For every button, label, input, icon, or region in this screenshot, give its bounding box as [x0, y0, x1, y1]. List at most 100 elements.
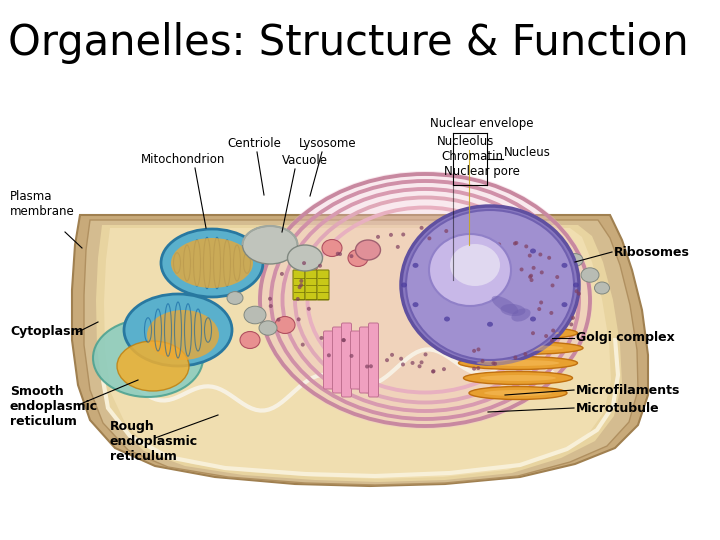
Ellipse shape	[341, 338, 346, 342]
Ellipse shape	[477, 330, 559, 336]
Ellipse shape	[450, 244, 500, 286]
Ellipse shape	[500, 304, 526, 316]
Ellipse shape	[401, 282, 407, 287]
Ellipse shape	[547, 256, 551, 260]
Text: Mitochondrion: Mitochondrion	[141, 153, 225, 166]
Ellipse shape	[524, 245, 528, 248]
Ellipse shape	[514, 241, 518, 245]
Ellipse shape	[399, 357, 403, 361]
Ellipse shape	[307, 307, 311, 311]
Ellipse shape	[390, 353, 394, 357]
Ellipse shape	[396, 245, 400, 249]
Text: Nucleus: Nucleus	[504, 145, 551, 159]
Text: Smooth
endoplasmic
reticulum: Smooth endoplasmic reticulum	[10, 385, 98, 428]
FancyBboxPatch shape	[359, 327, 369, 393]
Ellipse shape	[376, 235, 380, 239]
Ellipse shape	[513, 241, 517, 246]
Ellipse shape	[459, 356, 577, 369]
Ellipse shape	[555, 275, 559, 279]
Ellipse shape	[573, 282, 579, 287]
Ellipse shape	[487, 243, 493, 248]
Ellipse shape	[480, 375, 556, 381]
Ellipse shape	[410, 361, 415, 365]
Ellipse shape	[488, 251, 492, 255]
Ellipse shape	[385, 358, 389, 362]
Ellipse shape	[595, 282, 610, 294]
Ellipse shape	[492, 361, 495, 365]
Ellipse shape	[453, 341, 583, 354]
Ellipse shape	[244, 306, 266, 324]
Ellipse shape	[342, 338, 346, 342]
Text: Ribosomes: Ribosomes	[614, 246, 690, 259]
Ellipse shape	[365, 364, 369, 368]
Ellipse shape	[484, 300, 552, 306]
Ellipse shape	[117, 341, 189, 391]
Ellipse shape	[444, 229, 449, 233]
FancyBboxPatch shape	[305, 270, 317, 300]
Ellipse shape	[147, 310, 219, 360]
Ellipse shape	[537, 307, 541, 311]
Ellipse shape	[327, 353, 331, 357]
Ellipse shape	[540, 271, 544, 274]
Ellipse shape	[296, 297, 300, 301]
Ellipse shape	[530, 248, 536, 253]
FancyBboxPatch shape	[333, 327, 343, 393]
Text: Cytoplasm: Cytoplasm	[10, 326, 84, 339]
Ellipse shape	[299, 283, 303, 287]
Ellipse shape	[477, 347, 480, 352]
Ellipse shape	[349, 354, 354, 358]
Ellipse shape	[356, 240, 380, 260]
Ellipse shape	[124, 294, 232, 366]
Ellipse shape	[530, 316, 536, 321]
Ellipse shape	[258, 171, 593, 429]
Ellipse shape	[549, 311, 554, 315]
Ellipse shape	[539, 253, 542, 256]
Ellipse shape	[444, 248, 450, 253]
Ellipse shape	[570, 322, 573, 326]
Ellipse shape	[567, 254, 583, 266]
Ellipse shape	[322, 240, 342, 256]
Ellipse shape	[469, 387, 567, 400]
Ellipse shape	[428, 237, 431, 240]
Ellipse shape	[476, 366, 480, 370]
Ellipse shape	[243, 226, 297, 264]
Ellipse shape	[544, 334, 548, 338]
Ellipse shape	[420, 226, 423, 230]
Ellipse shape	[571, 316, 575, 320]
Ellipse shape	[429, 234, 511, 306]
Text: Plasma
membrane: Plasma membrane	[10, 190, 75, 218]
Ellipse shape	[458, 246, 462, 250]
Text: Organelles: Structure & Function: Organelles: Structure & Function	[8, 22, 688, 64]
Ellipse shape	[240, 332, 260, 348]
Ellipse shape	[297, 285, 302, 289]
Ellipse shape	[472, 345, 564, 351]
Ellipse shape	[413, 302, 418, 307]
Ellipse shape	[529, 274, 533, 278]
Text: Nuclear pore: Nuclear pore	[444, 165, 520, 178]
Ellipse shape	[418, 364, 422, 368]
Ellipse shape	[275, 316, 295, 334]
Ellipse shape	[300, 279, 303, 283]
Text: Golgi complex: Golgi complex	[576, 332, 675, 345]
Ellipse shape	[471, 248, 475, 253]
FancyBboxPatch shape	[341, 323, 351, 397]
Text: Nucleolus: Nucleolus	[437, 135, 495, 148]
Text: Vacuole: Vacuole	[282, 154, 328, 167]
Ellipse shape	[297, 318, 301, 321]
Ellipse shape	[472, 367, 476, 370]
FancyBboxPatch shape	[323, 331, 333, 389]
Ellipse shape	[520, 267, 523, 272]
Ellipse shape	[528, 254, 532, 258]
Ellipse shape	[480, 315, 556, 321]
Ellipse shape	[497, 242, 501, 246]
Ellipse shape	[349, 254, 354, 258]
Polygon shape	[84, 220, 638, 485]
Ellipse shape	[423, 353, 428, 356]
Text: Chromatin: Chromatin	[441, 150, 503, 163]
Ellipse shape	[406, 210, 574, 360]
Ellipse shape	[492, 296, 518, 314]
Ellipse shape	[484, 390, 552, 396]
Ellipse shape	[259, 321, 277, 335]
Ellipse shape	[562, 302, 567, 307]
Ellipse shape	[269, 304, 273, 308]
